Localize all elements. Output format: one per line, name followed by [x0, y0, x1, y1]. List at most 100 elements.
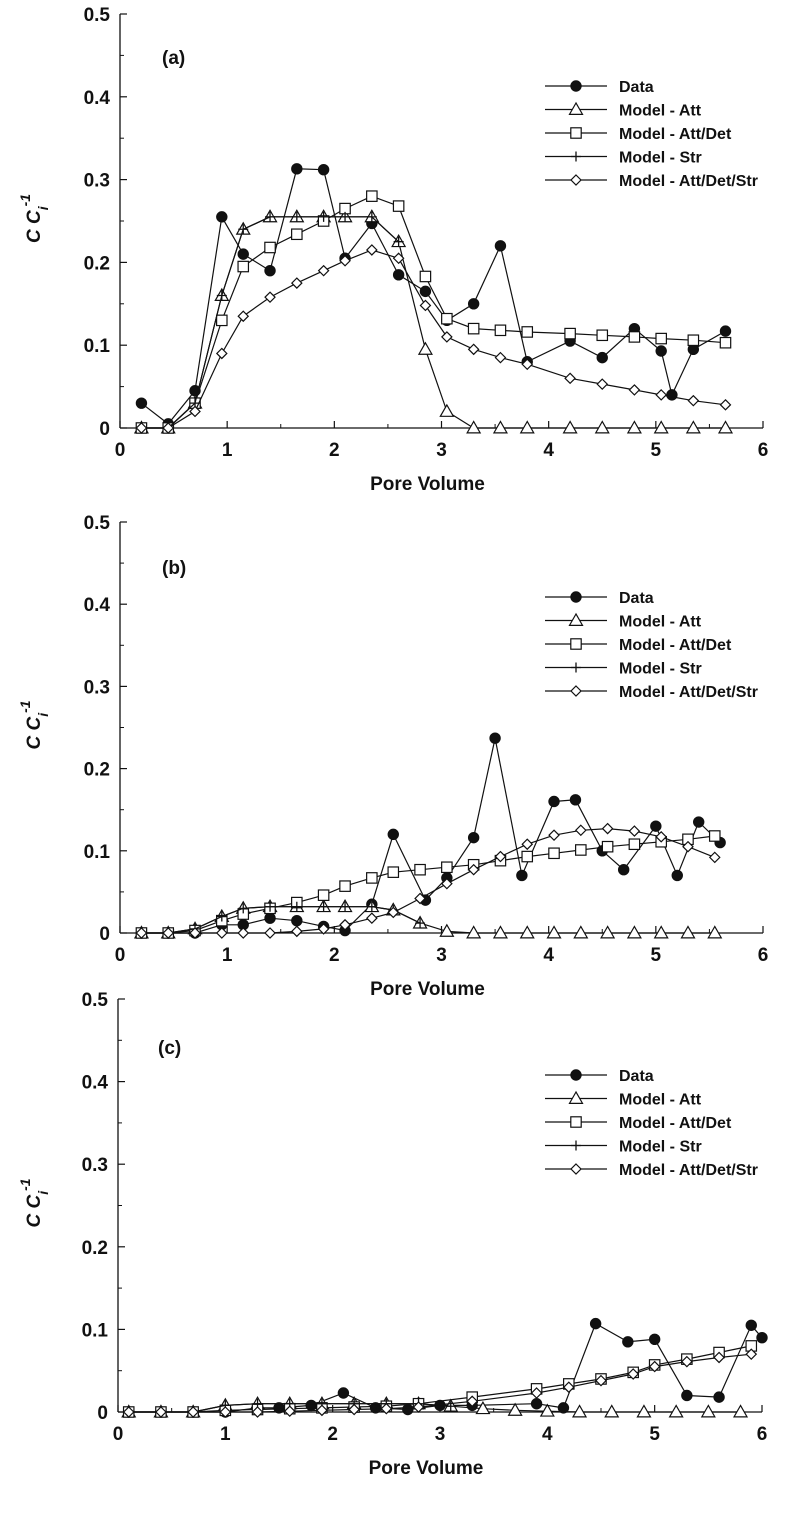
- data-point-model-att-det-str: [574, 824, 587, 837]
- data-point-model-att-det-str: [595, 1374, 607, 1387]
- data-point-model-str: [291, 901, 302, 912]
- data-point-data: [650, 820, 662, 832]
- data-point-model-att-det-str: [530, 1387, 543, 1399]
- x-axis-title: Pore Volume: [369, 1458, 484, 1479]
- data-point-model-att-det: [441, 861, 453, 874]
- data-point-data: [392, 269, 405, 281]
- data-point-model-att-det-str: [494, 850, 507, 863]
- data-point-model-att: [475, 1400, 491, 1415]
- data-point-model-att-det-str: [521, 358, 534, 371]
- legend: Data Model - Att Model - Att/Det Model - St…: [545, 79, 758, 190]
- data-point-model-str: [318, 901, 329, 912]
- data-point-model-att-det-str: [317, 923, 330, 935]
- legend-marker: [570, 591, 582, 603]
- data-point-model-att-det-str: [189, 405, 201, 418]
- legend-label: Model - Att/Det: [619, 126, 732, 143]
- legend-item-model-att-det: Model - Att/Det: [545, 126, 732, 143]
- y-tick-label: 0.2: [84, 760, 110, 781]
- chart-panel-0: 0 0.1 0.2 0.3 0.4 0.5 0 1 2 3 4 5 6 Pore Volume C Ci-1…: [17, 5, 768, 495]
- data-point-model-att: [668, 1404, 684, 1418]
- x-tick-label: 1: [222, 945, 233, 966]
- data-point-model-att: [707, 925, 723, 939]
- data-point-data: [291, 163, 303, 175]
- data-point-model-att: [653, 925, 669, 939]
- x-axis-title: Pore Volume: [370, 474, 485, 495]
- y-tick-label: 0.1: [84, 842, 111, 863]
- data-point-model-att: [573, 925, 589, 939]
- data-point-model-str: [291, 211, 302, 222]
- x-tick-label: 0: [115, 945, 126, 966]
- x-axis-title: Pore Volume: [370, 979, 485, 1000]
- panel-label: (b): [162, 558, 186, 579]
- legend-label: Model - Att: [619, 103, 702, 120]
- y-tick-label: 0.5: [84, 5, 111, 26]
- legend-label: Model - Str: [619, 150, 702, 167]
- x-tick-label: 4: [542, 1424, 553, 1445]
- data-point-data: [317, 163, 330, 176]
- data-point-model-att: [653, 420, 669, 434]
- data-point-model-att: [492, 420, 508, 434]
- y-tick-label: 0.4: [82, 1073, 109, 1094]
- data-point-model-att: [604, 1404, 620, 1418]
- data-point-model-att-det-str: [466, 1395, 479, 1408]
- y-tick-label: 0.3: [84, 171, 110, 192]
- legend-label: Model - Att/Det: [619, 1115, 732, 1132]
- data-point-data: [530, 1398, 543, 1410]
- data-point-model-att-det: [317, 889, 330, 901]
- legend-item-model-att-det: Model - Att/Det: [545, 1115, 732, 1132]
- data-point-model-att: [439, 403, 455, 417]
- legend-marker: [570, 1116, 582, 1128]
- data-point-model-att: [626, 925, 642, 939]
- data-point-data: [237, 248, 249, 260]
- data-point-model-att-det: [441, 312, 453, 325]
- data-point-data: [693, 816, 705, 828]
- data-point-model-att-det-str: [365, 912, 378, 925]
- data-point-model-att-det: [628, 331, 641, 343]
- data-point-model-att-det: [521, 850, 534, 863]
- data-point-model-str: [238, 224, 249, 235]
- x-tick-label: 6: [757, 1424, 768, 1445]
- data-point-model-str: [340, 211, 351, 222]
- y-tick-label: 0: [97, 1403, 108, 1424]
- legend-marker: [571, 151, 581, 162]
- data-point-model-att-det: [687, 334, 700, 347]
- data-point-model-att-det-str: [237, 927, 250, 939]
- data-point-data: [264, 264, 276, 277]
- data-point-model-att-det-str: [122, 1406, 135, 1418]
- data-point-model-att-det-str: [601, 822, 614, 835]
- legend-marker: [570, 638, 582, 650]
- y-tick-label: 0.2: [82, 1238, 108, 1259]
- data-point-model-att-det-str: [441, 877, 453, 890]
- legend-item-model-att-det: Model - Att/Det: [545, 637, 732, 654]
- series-line-data: [141, 168, 726, 425]
- data-point-model-att-det-str: [467, 863, 480, 876]
- legend-item-model-str: Model - Str: [545, 661, 702, 678]
- data-point-model-att-det-str: [162, 422, 175, 434]
- legend-item-model-att-det-str: Model - Att/Det/Str: [545, 684, 758, 701]
- data-point-model-att-det-str: [283, 1405, 296, 1418]
- data-point-data: [264, 912, 276, 924]
- x-tick-label: 4: [543, 945, 554, 966]
- data-point-model-att-det-str: [745, 1348, 758, 1361]
- data-point-model-att-det-str: [521, 838, 534, 851]
- data-point-model-str: [340, 901, 351, 912]
- data-point-data: [713, 1391, 725, 1403]
- data-point-model-att-det-str: [237, 310, 250, 323]
- data-point-model-att-det-str: [494, 351, 507, 364]
- data-point-model-str: [393, 236, 404, 247]
- series-model-att-det: [135, 830, 721, 939]
- data-point-data: [596, 351, 608, 364]
- data-point-model-att-det-str: [189, 927, 201, 939]
- data-point-model-att: [732, 1404, 749, 1418]
- data-point-data: [494, 240, 507, 252]
- data-point-model-att-det-str: [412, 1401, 425, 1413]
- data-point-model-att: [519, 420, 535, 434]
- data-point-model-att-det: [366, 872, 378, 884]
- y-tick-label: 0: [99, 924, 110, 945]
- data-point-model-att-det: [628, 838, 641, 851]
- y-axis-title: C Ci-1: [17, 1178, 51, 1227]
- x-tick-label: 3: [435, 1424, 446, 1445]
- legend-item-model-att: Model - Att: [545, 101, 702, 120]
- data-point-model-att-det-str: [219, 1406, 232, 1418]
- data-point-model-att-det: [387, 866, 400, 878]
